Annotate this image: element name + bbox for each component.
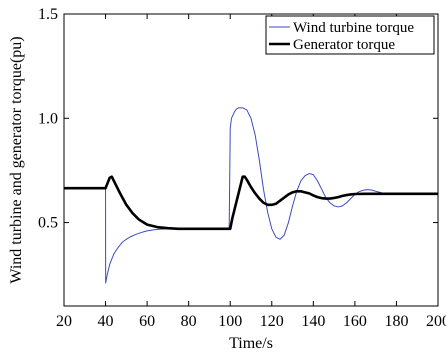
y-axis-title: Wind turbine and generator torque(pu): [8, 36, 25, 283]
x-tick-label: 40: [98, 313, 114, 330]
legend-label: Generator torque: [293, 37, 395, 53]
plot-area: [63, 13, 439, 307]
y-tick-label: 1.5: [38, 6, 58, 23]
x-tick-label: 100: [218, 313, 242, 330]
y-tick-label: 1.0: [38, 110, 58, 127]
legend-label: Wind turbine torque: [293, 20, 414, 36]
x-tick-label: 200: [426, 313, 446, 330]
x-axis-title: Time/s: [229, 335, 273, 352]
plot-frame: [63, 13, 439, 307]
x-tick-label: 120: [260, 313, 284, 330]
x-tick-label: 180: [384, 313, 408, 330]
series-layer: [64, 107, 438, 284]
axes-layer: 20 40 60 80 100 120 140 160 180 200 0.5 1.0 1.5: [38, 6, 446, 330]
x-tick-label: 20: [56, 313, 72, 330]
series-line-generator-torque: [64, 175, 438, 231]
x-tick-label: 60: [139, 313, 155, 330]
legend-box: [265, 15, 435, 55]
x-tick-label: 140: [301, 313, 325, 330]
x-tick-label: 80: [181, 313, 197, 330]
y-tick-label: 0.5: [38, 215, 58, 232]
x-tick-label: 160: [343, 313, 367, 330]
